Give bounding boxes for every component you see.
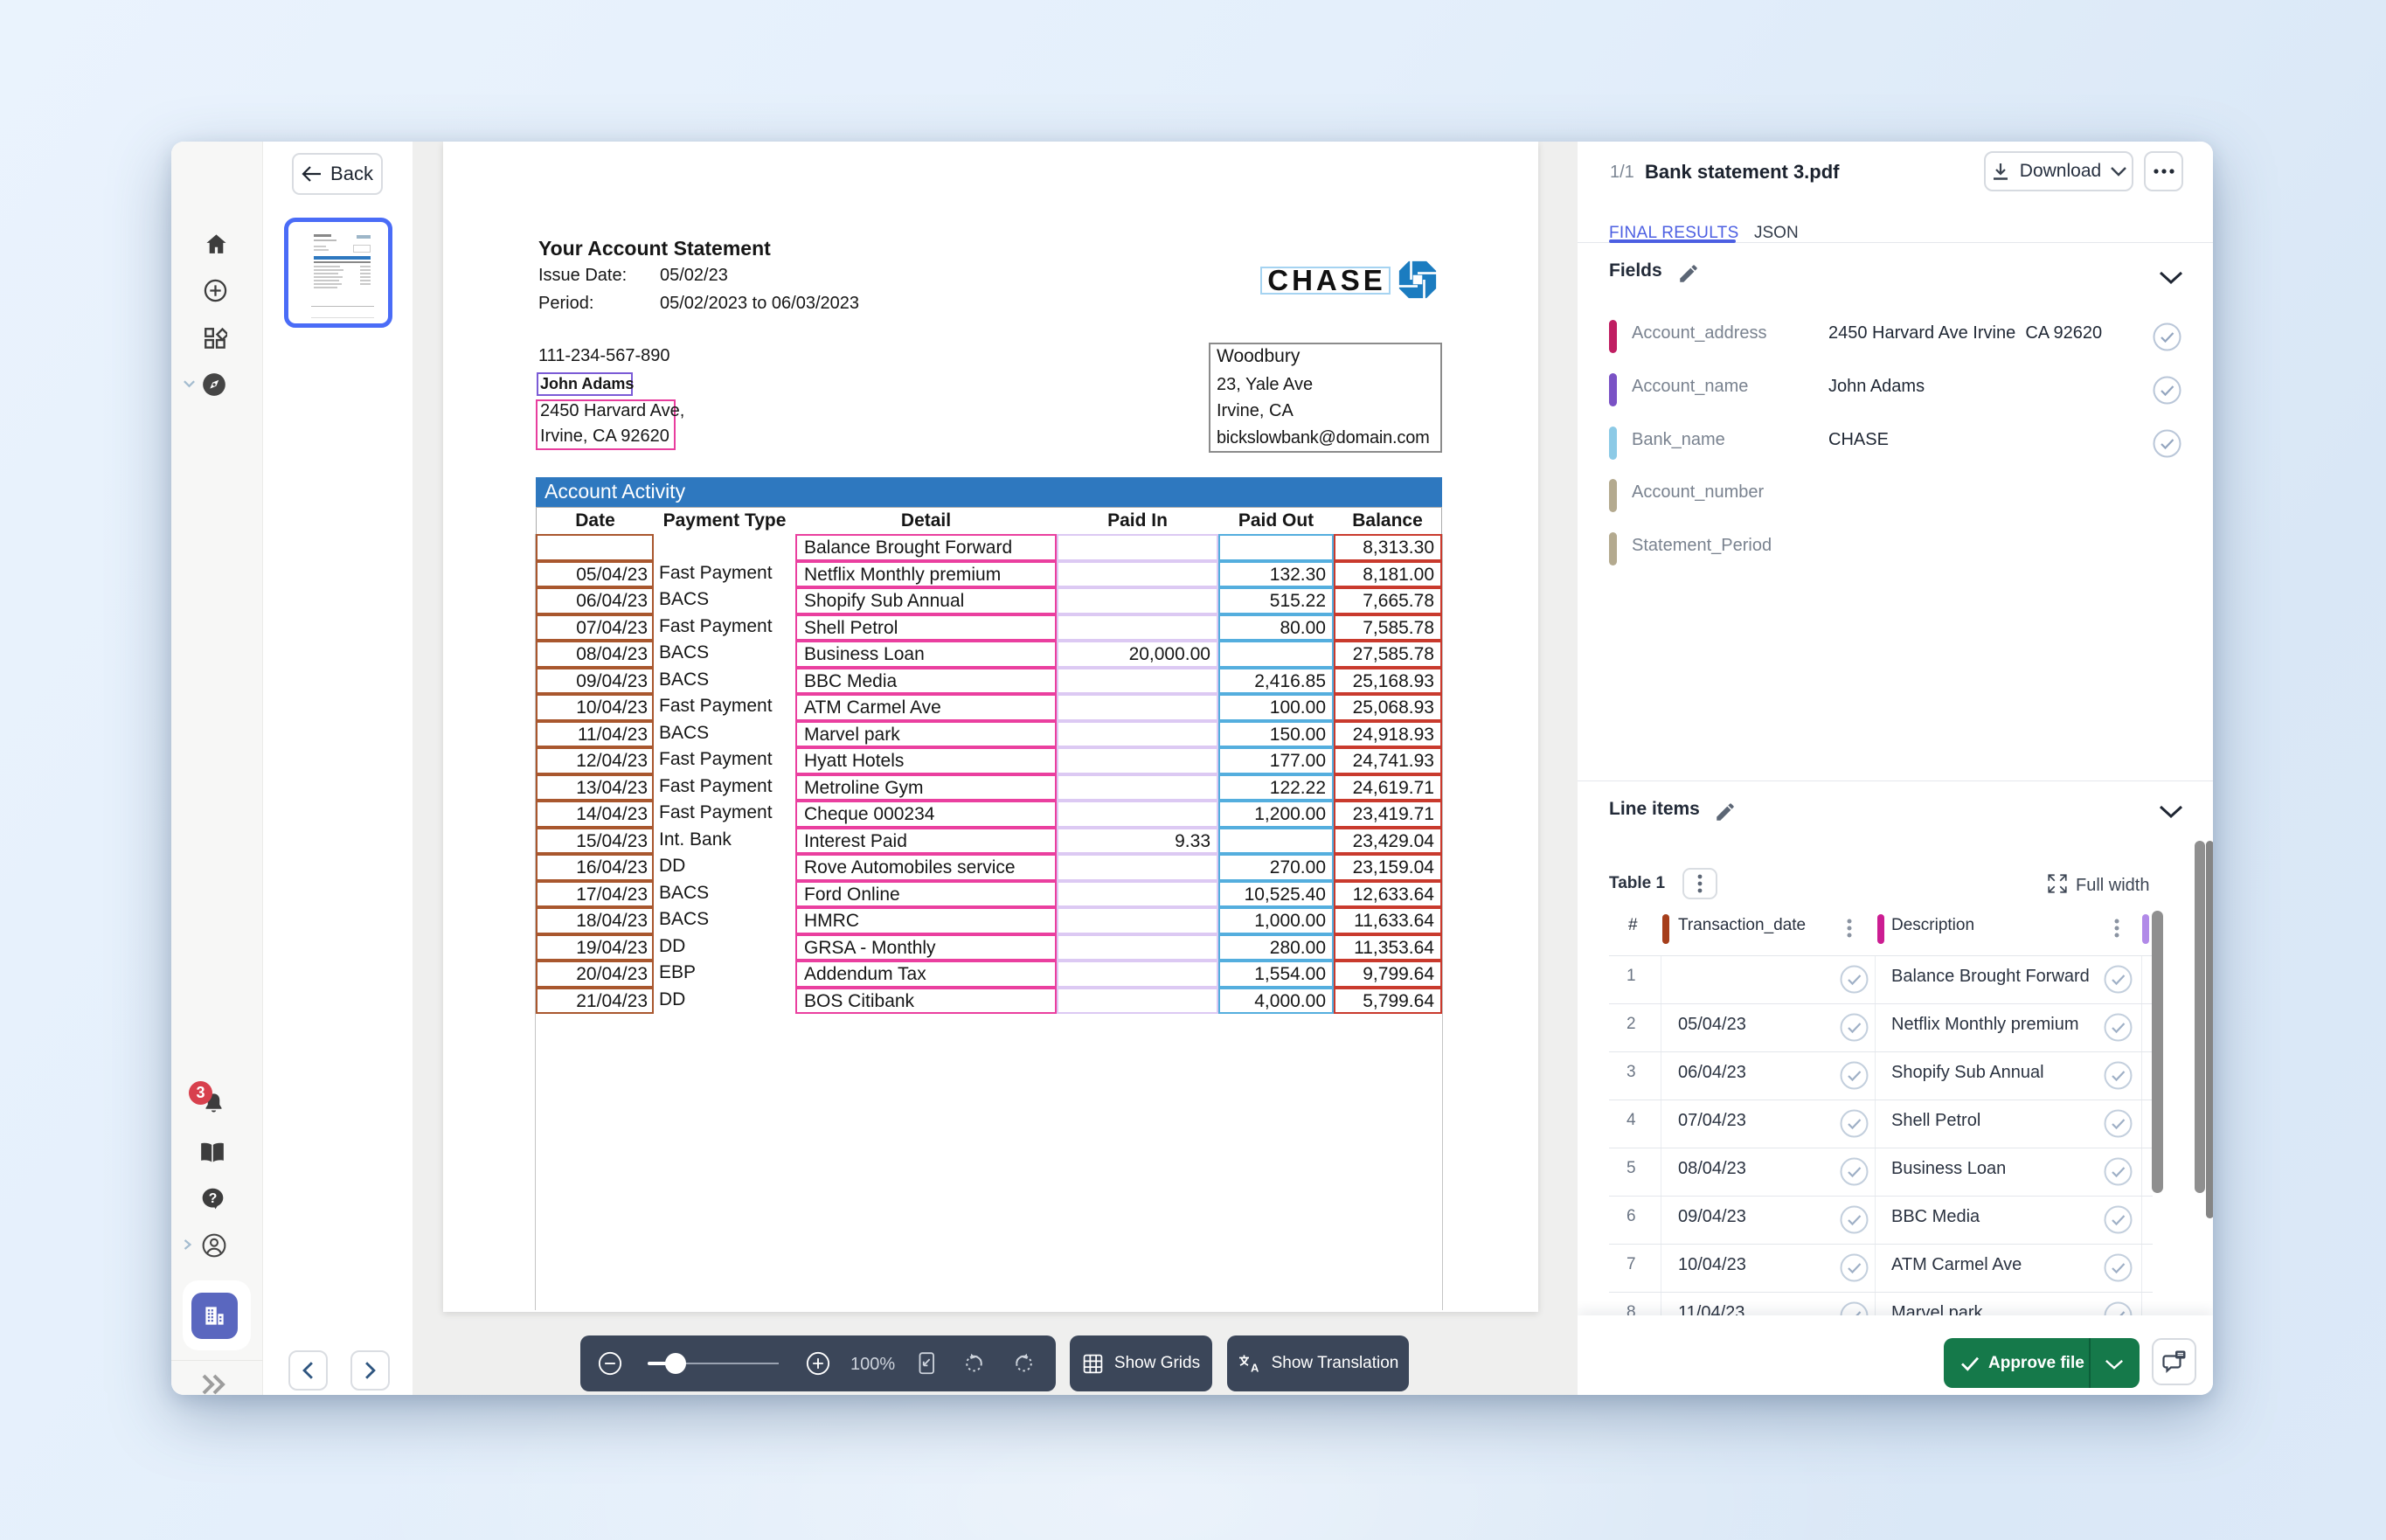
svg-text:A: A bbox=[1251, 1361, 1259, 1374]
svg-text:?: ? bbox=[209, 1191, 218, 1206]
